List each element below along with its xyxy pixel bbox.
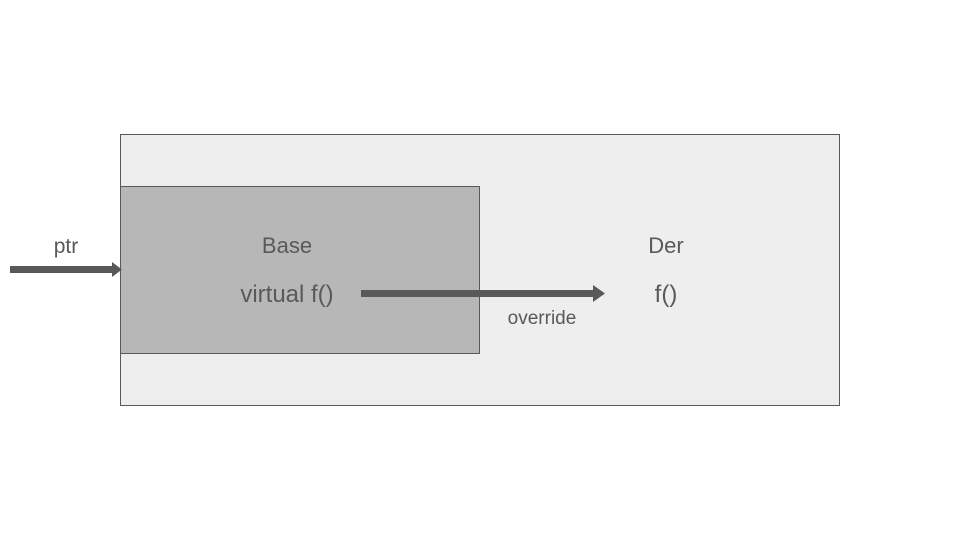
base-class-box xyxy=(120,186,480,354)
derived-method: f() xyxy=(654,281,678,308)
pointer-arrow xyxy=(10,262,122,277)
override-label: override xyxy=(507,308,577,329)
base-class-title: Base xyxy=(261,233,313,258)
pointer-label: ptr xyxy=(53,235,79,258)
base-virtual-method: virtual f() xyxy=(240,281,334,308)
derived-class-title: Der xyxy=(648,233,684,258)
